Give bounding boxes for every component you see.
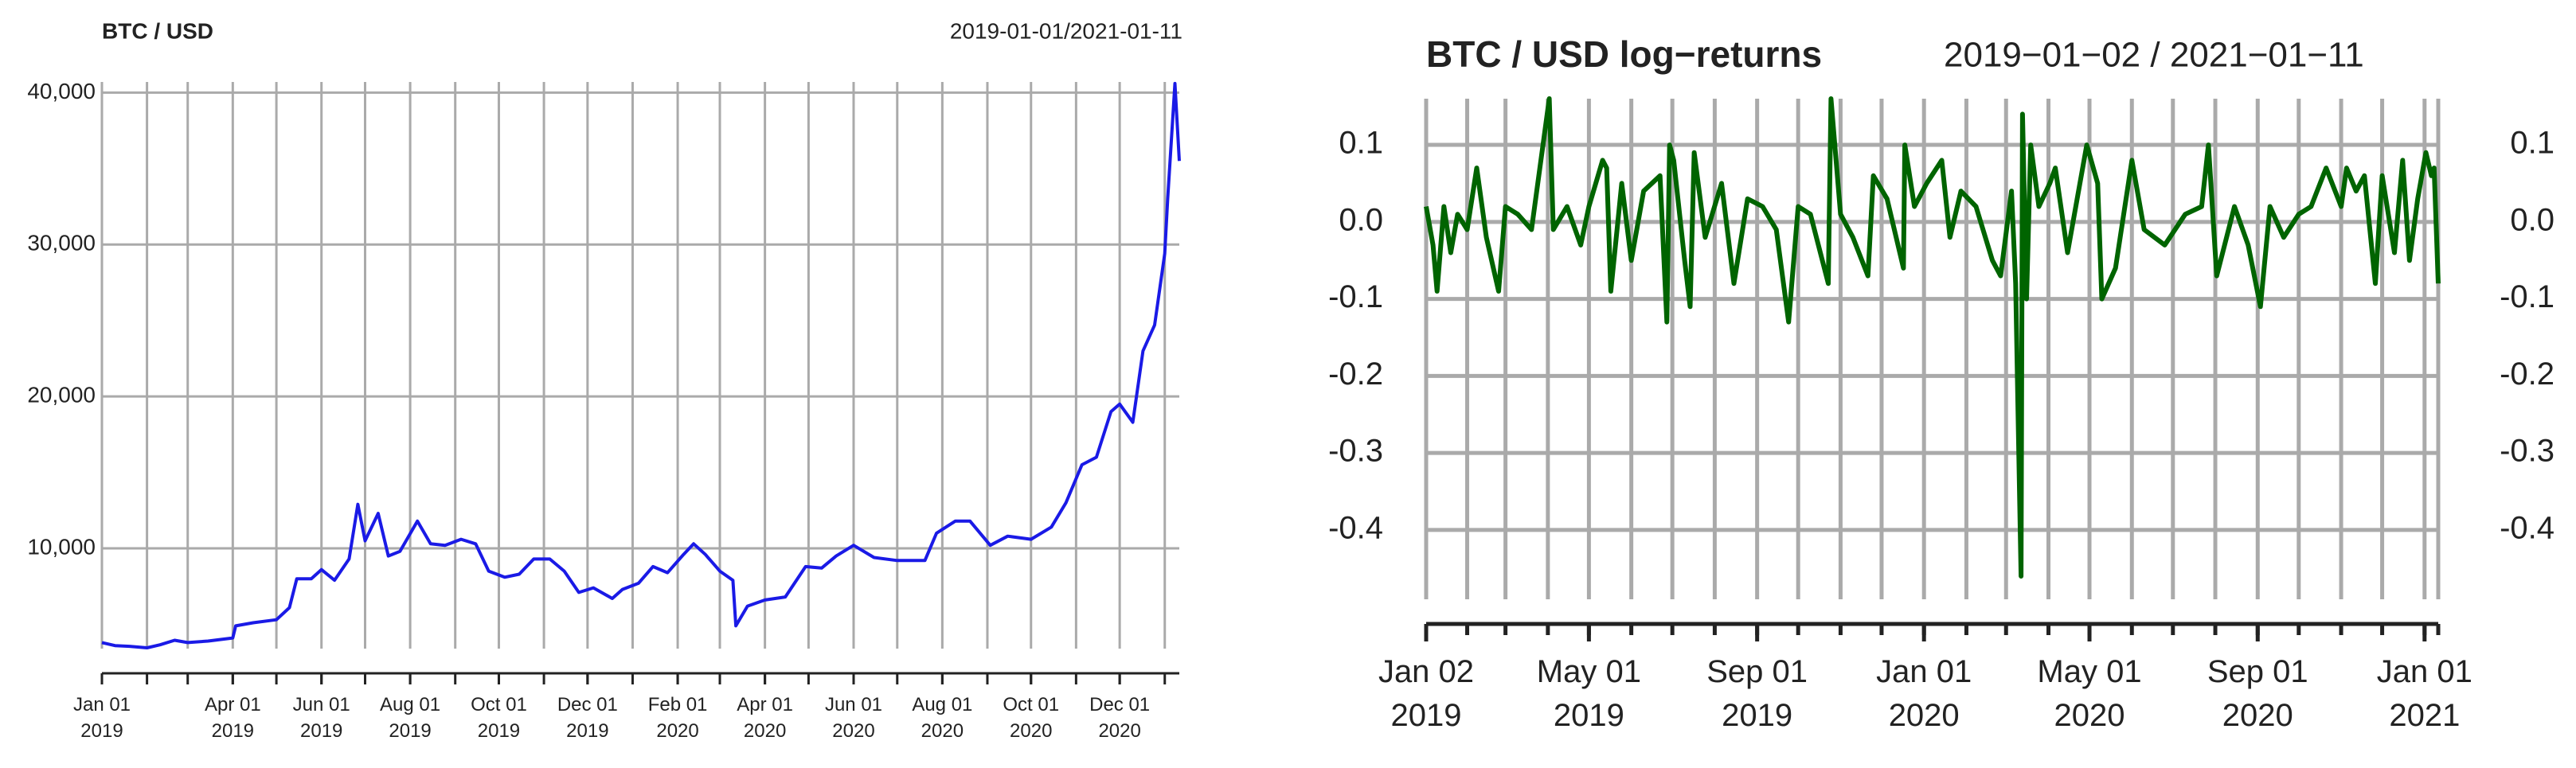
x-tick-label: Sep 01 2019 — [1706, 654, 1808, 733]
y-tick-label-right: -0.1 — [2500, 279, 2555, 314]
y-tick-label: 0.1 — [1339, 126, 1383, 161]
chart-title: BTC / USD log−returns — [1426, 33, 1822, 75]
x-tick-label: Oct 01 2019 — [471, 694, 527, 742]
y-tick-label: 10,000 — [27, 534, 96, 559]
y-tick-label: -0.1 — [1328, 279, 1383, 314]
x-tick-label: Sep 01 2020 — [2207, 654, 2308, 733]
x-tick-label: May 01 2020 — [2037, 654, 2141, 733]
y-tick-label: -0.4 — [1328, 510, 1383, 545]
x-tick-label: Aug 01 2019 — [380, 694, 440, 742]
x-tick-label: Jan 02 2019 — [1378, 654, 1474, 733]
x-tick-label: Aug 01 2020 — [912, 694, 972, 742]
y-tick-label: -0.2 — [1328, 357, 1383, 392]
y-tick-label: 30,000 — [27, 231, 96, 255]
series-line — [101, 81, 1181, 649]
x-tick-label: Apr 01 2020 — [737, 694, 793, 742]
x-tick-label: Apr 01 2019 — [205, 694, 261, 742]
x-tick-label: Dec 01 2019 — [557, 694, 618, 742]
y-tick-label-right: 0.0 — [2510, 202, 2555, 237]
y-tick-label: 0.0 — [1339, 202, 1383, 237]
series-line — [1424, 96, 2441, 579]
x-tick-label: Jan 01 2019 — [73, 694, 131, 742]
y-tick-label: -0.3 — [1328, 434, 1383, 469]
x-tick-label: Jan 01 2021 — [2377, 654, 2472, 733]
y-tick-label-right: -0.2 — [2500, 357, 2555, 392]
x-tick-label: Jan 01 2020 — [1876, 654, 1972, 733]
x-tick-label: Dec 01 2020 — [1089, 694, 1150, 742]
y-tick-label: 20,000 — [27, 383, 96, 407]
chart-title: BTC / USD — [102, 18, 213, 43]
y-tick-label-right: -0.3 — [2500, 434, 2555, 469]
chart-subtitle: 2019−01−02 / 2021−01−11 — [1944, 36, 2364, 75]
x-tick-label: Jun 01 2019 — [293, 694, 350, 742]
y-tick-label-right: 0.1 — [2510, 126, 2555, 161]
y-tick-label: 40,000 — [27, 79, 96, 103]
x-tick-label: Oct 01 2020 — [1003, 694, 1059, 742]
x-tick-label: May 01 2019 — [1537, 654, 1641, 733]
y-tick-label-right: -0.4 — [2500, 510, 2555, 545]
x-tick-label: Jun 01 2020 — [825, 694, 882, 742]
chart-subtitle: 2019-01-01/2021-01-11 — [950, 18, 1182, 43]
x-tick-label: Feb 01 2020 — [648, 694, 708, 742]
